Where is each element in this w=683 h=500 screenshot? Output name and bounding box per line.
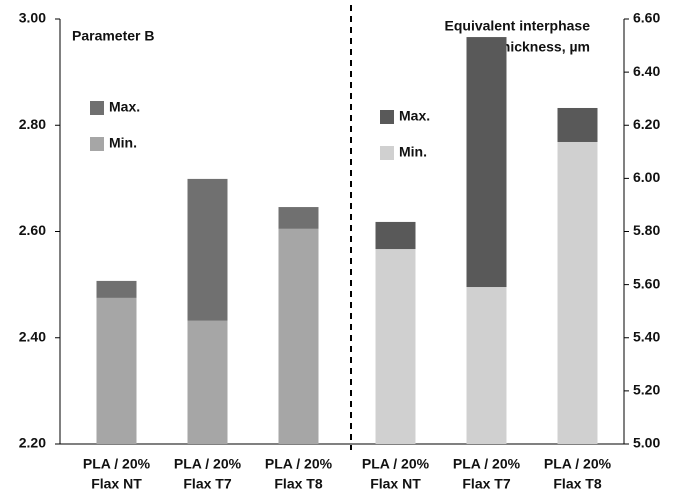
legend-label: Max. [109,99,140,115]
y-tick-label: 2.40 [19,328,46,344]
x-tick-label: Flax T7 [462,476,510,492]
bar-max [375,221,416,250]
bar-max [96,280,137,298]
y-tick-label: 5.20 [633,382,660,398]
y-tick-label: 5.60 [633,275,660,291]
bar-min [96,297,137,444]
y-tick-label: 5.40 [633,328,660,344]
x-tick-label: Flax T8 [274,476,322,492]
legend-swatch [380,146,394,160]
x-tick-label: Flax NT [91,476,142,492]
y-tick-label: 2.60 [19,222,46,238]
y-tick-label: 5.00 [633,435,660,451]
y-tick-label: 2.80 [19,116,46,132]
bar-min [187,320,228,444]
chart-title: Equivalent interphase [445,18,591,34]
x-tick-label: Flax NT [370,476,421,492]
x-tick-label: PLA / 20% [83,456,151,472]
y-tick-label: 6.20 [633,116,660,132]
x-tick-label: Flax T7 [183,476,231,492]
x-tick-label: PLA / 20% [544,456,612,472]
y-tick-label: 5.80 [633,222,660,238]
legend-label: Min. [109,135,137,151]
chart-title: Parameter B [72,28,155,44]
x-tick-label: PLA / 20% [174,456,242,472]
y-tick-label: 6.60 [633,10,660,26]
y-tick-label: 6.40 [633,63,660,79]
chart-title: thickness, µm [497,39,590,55]
legend-swatch [90,101,104,115]
x-tick-label: Flax T8 [553,476,601,492]
x-tick-label: PLA / 20% [265,456,333,472]
bar-max [278,207,319,229]
x-tick-label: PLA / 20% [453,456,521,472]
bar-max [187,178,228,321]
x-tick-label: PLA / 20% [362,456,430,472]
bar-min [557,141,598,444]
legend-label: Min. [399,144,427,160]
bar-max [466,37,507,288]
bar-min [466,287,507,444]
legend-label: Max. [399,108,430,124]
legend-swatch [90,137,104,151]
legend-swatch [380,110,394,124]
bar-min [278,228,319,444]
y-tick-label: 6.00 [633,169,660,185]
y-tick-label: 2.20 [19,435,46,451]
y-tick-label: 3.00 [19,10,46,26]
bar-max [557,107,598,142]
bar-min [375,249,416,444]
